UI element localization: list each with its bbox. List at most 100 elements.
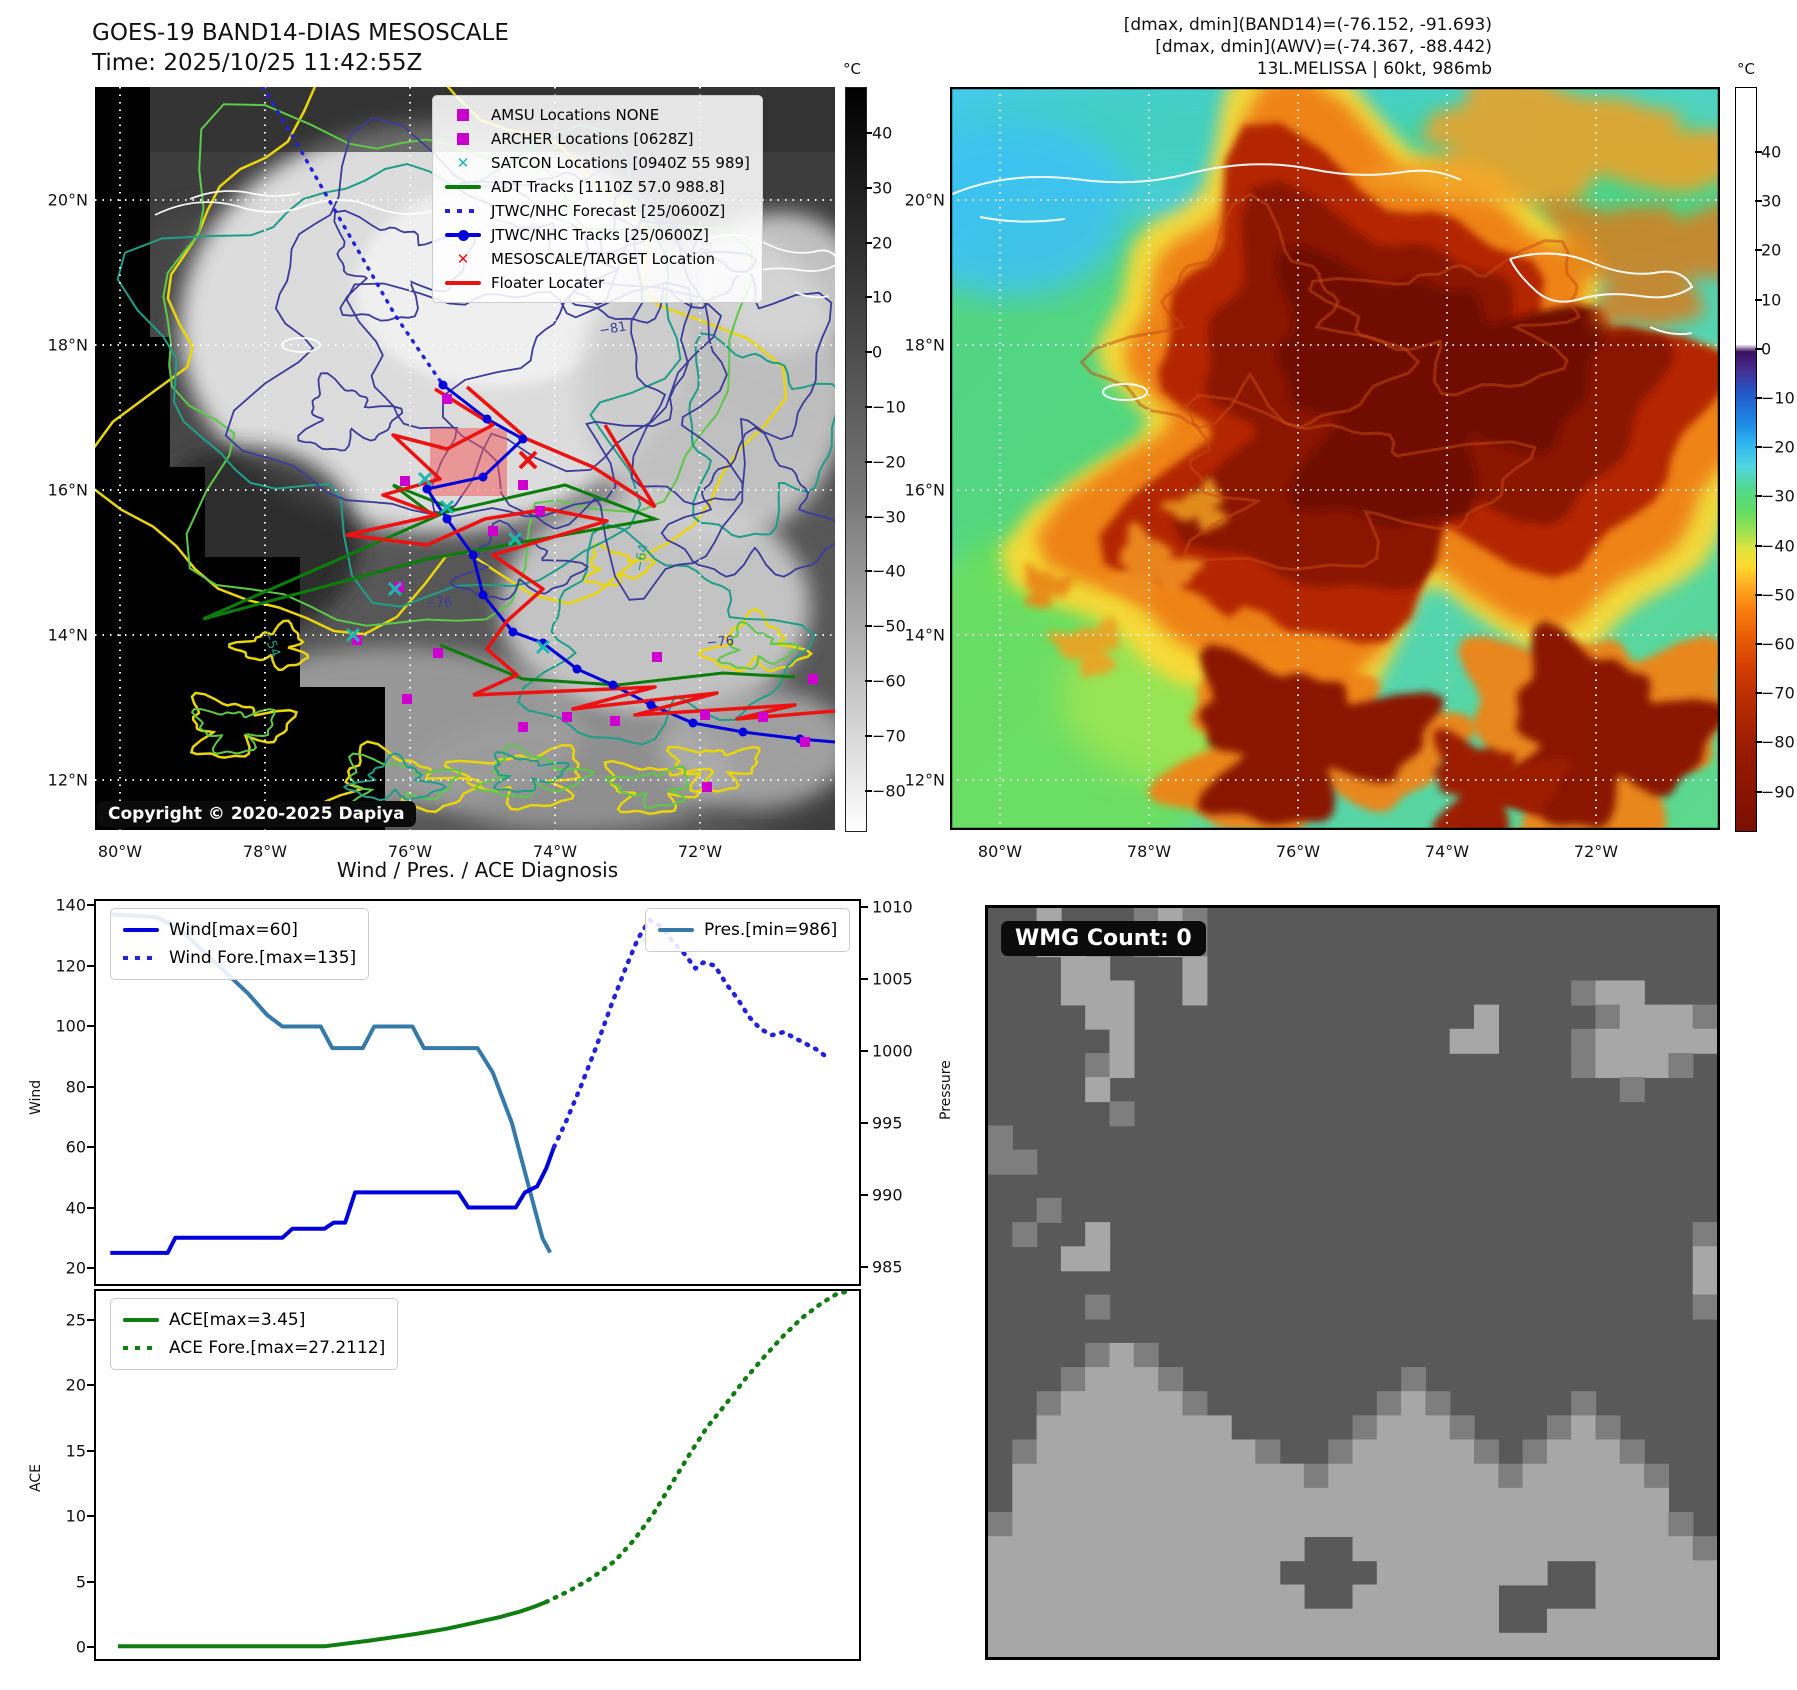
wmg-cell (1279, 1632, 1305, 1657)
legend-label: Wind[max=60] (169, 920, 298, 940)
wmg-cell (1182, 1560, 1208, 1586)
wmg-cell (1571, 1608, 1597, 1634)
wmg-cell (1231, 1608, 1256, 1634)
wmg-cell (1425, 1415, 1451, 1441)
wmg-cell (1158, 1487, 1184, 1513)
colorbar-tick-label: −50 (872, 616, 906, 636)
colorbar-tick-label: −80 (872, 781, 906, 801)
jtwc-track-point (572, 664, 582, 674)
wmg-cell (1644, 1487, 1670, 1513)
colorbar1-unit: °C (843, 60, 861, 78)
wmg-cell (1060, 1536, 1086, 1562)
wmg-cell (1595, 1028, 1621, 1054)
wmg-cell (1012, 1439, 1038, 1465)
jtwc-track-point (738, 727, 748, 737)
dotted-line-icon (445, 209, 481, 213)
axis-tick (87, 1025, 95, 1027)
colorbar-tick (865, 132, 872, 134)
wmg-cell (1085, 1439, 1111, 1465)
wmg-cell (1352, 1632, 1378, 1657)
archer-location-marker (562, 712, 572, 722)
wmg-cell (1182, 1512, 1208, 1537)
wmg-cell (1522, 1487, 1548, 1513)
wmg-cell (1376, 1391, 1402, 1417)
archer-location-marker (652, 652, 662, 662)
wind-legend: Wind[max=60] Wind Fore.[max=135] (110, 908, 370, 980)
wmg-cell (1012, 1512, 1038, 1537)
wmg-cell (1668, 1536, 1694, 1562)
wmg-cell (1668, 1584, 1694, 1610)
wmg-cell (1012, 1608, 1038, 1634)
wmg-cell (1425, 1584, 1451, 1610)
colorbar-tick-label: −10 (1761, 388, 1795, 408)
wmg-cell (1376, 1536, 1402, 1562)
wmg-cell (1133, 1342, 1159, 1368)
wmg-cell (1085, 1391, 1111, 1417)
jtwc-track-point (508, 627, 518, 637)
wmg-cell (1546, 1463, 1572, 1489)
colorbar-tick (865, 570, 872, 573)
wmg-cell (1182, 1632, 1208, 1657)
wmg-cell (1474, 1004, 1499, 1030)
dmax-awv: [dmax, dmin](AWV)=(-74.367, -88.442) (1155, 37, 1492, 57)
axis-tick-label: 1000 (872, 1041, 913, 1061)
wmg-cell (1206, 1536, 1232, 1562)
wmg-cell (1376, 1415, 1402, 1441)
wmg-cell (1571, 1463, 1597, 1489)
wmg-cell (1449, 1632, 1475, 1657)
archer-location-marker (433, 648, 443, 658)
wmg-cell (1182, 1487, 1208, 1513)
wmg-cell (1522, 1512, 1548, 1537)
wmg-cell (1546, 1487, 1572, 1513)
wmg-cell (1231, 1632, 1256, 1657)
wmg-cell (1571, 980, 1597, 1006)
wmg-cell (1692, 1584, 1717, 1610)
wmg-cell (1036, 1608, 1062, 1634)
line-dot-icon (445, 229, 481, 241)
wmg-cell (1522, 1463, 1548, 1489)
wmg-cell (1401, 1608, 1427, 1634)
axis-tick-label: 990 (872, 1185, 903, 1205)
wmg-cell (1352, 1487, 1378, 1513)
wmg-cell (1303, 1512, 1329, 1537)
x-marker-icon: ✕ (456, 250, 470, 268)
wmg-cell (1060, 1632, 1086, 1657)
legend-label: MESOSCALE/TARGET Location (491, 250, 716, 268)
colorbar-tick-label: 30 (1761, 191, 1782, 211)
legend-label: AMSU Locations NONE (491, 106, 660, 124)
archer-location-marker (808, 674, 818, 684)
wmg-cell (1328, 1487, 1354, 1513)
wmg-cell (1474, 1536, 1499, 1562)
colorbar-tick-label: 40 (1761, 142, 1782, 162)
wmg-cell (1085, 980, 1111, 1006)
colorbar-tick-label: −70 (1761, 683, 1795, 703)
series-ACE[max=3.45] (117, 1600, 548, 1649)
dotted-line-icon (123, 956, 159, 960)
colorbar-tick-label: 0 (872, 342, 883, 362)
wmg-cell (1060, 1246, 1086, 1272)
colorbar-tick (1755, 446, 1762, 449)
wmg-cell (1474, 1463, 1499, 1489)
wmg-cell (1401, 1463, 1427, 1489)
axis-tick (860, 1194, 868, 1196)
wmg-cell (1595, 1053, 1621, 1078)
axis-tick (87, 1085, 95, 1088)
jtwc-track-point (468, 550, 478, 560)
archer-location-marker (700, 710, 710, 720)
wmg-cell (1255, 1487, 1281, 1513)
legend-label: ARCHER Locations [0628Z] (491, 130, 694, 148)
wmg-cell (1206, 1584, 1232, 1610)
wmg-cell (1060, 1608, 1086, 1634)
contour-label: −64 (632, 543, 652, 573)
line-icon (123, 1318, 159, 1322)
wmg-cell (1279, 1536, 1305, 1562)
axis-tick (87, 964, 95, 967)
wmg-cell (1158, 1439, 1184, 1465)
colorbar-tick (1755, 643, 1762, 645)
colorbar-tick-label: −60 (872, 671, 906, 691)
wmg-cell (1206, 1463, 1232, 1489)
wmg-cell (1376, 1439, 1402, 1465)
axis-tick (87, 1206, 95, 1209)
axis-tick (87, 1146, 95, 1148)
wmg-cell (1085, 1222, 1111, 1248)
